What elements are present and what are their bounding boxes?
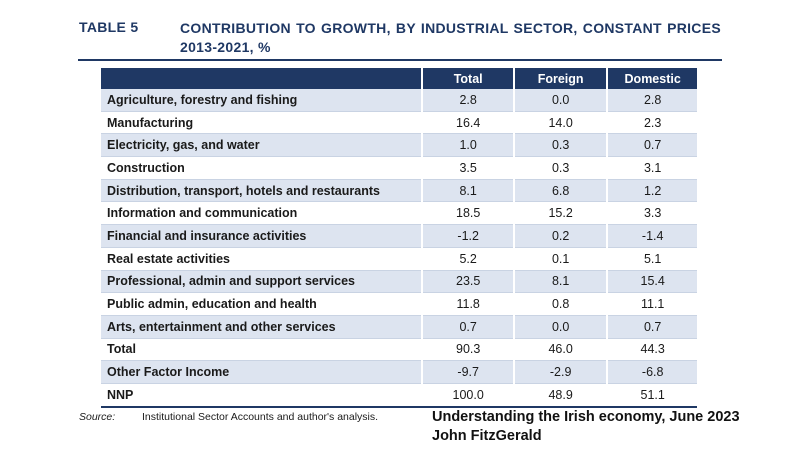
table-label: TABLE 5 [79,19,139,35]
cell-foreign: 46.0 [512,338,608,362]
row-label: Distribution, transport, hotels and rest… [101,179,423,203]
cell-domestic: -6.8 [606,360,697,384]
table-row: Professional, admin and support services… [101,270,697,294]
cell-total: -1.2 [421,224,514,248]
cell-total: 11.8 [421,292,514,316]
cell-total: 90.3 [421,338,514,362]
cell-domestic: 44.3 [606,338,697,362]
header-domestic: Domestic [606,68,697,89]
cell-total: 8.1 [421,179,514,203]
table-header-row: Total Foreign Domestic [101,68,697,89]
credit-author: John FitzGerald [432,428,542,444]
table-body: Agriculture, forestry and fishing 2.8 0.0 2… [101,89,697,408]
table-title: CONTRIBUTION TO GROWTH, BY INDUSTRIAL SE… [180,20,721,55]
cell-total: 18.5 [421,201,514,226]
cell-foreign: 0.8 [512,292,608,316]
cell-total: 3.5 [421,156,514,180]
table-row: Information and communication 18.5 15.2 3.3 [101,201,697,226]
cell-domestic: 3.1 [606,156,697,180]
cell-total: 23.5 [421,270,514,294]
cell-foreign: -2.9 [512,360,608,384]
table-row: Real estate activities 5.2 0.1 5.1 [101,247,697,271]
cell-foreign: 8.1 [512,270,608,294]
cell-total: 5.2 [421,247,514,271]
row-label: Manufacturing [101,111,423,135]
cell-foreign: 0.3 [512,156,608,180]
cell-domestic: 11.1 [606,292,697,316]
cell-foreign: 48.9 [512,383,608,408]
title-divider [78,59,722,61]
row-label: Public admin, education and health [101,292,423,316]
cell-domestic: 0.7 [606,315,697,339]
cell-foreign: 0.0 [512,89,608,112]
cell-total: -9.7 [421,360,514,384]
contribution-table: Total Foreign Domestic Agriculture, fore… [101,68,697,408]
table-row: Total 90.3 46.0 44.3 [101,338,697,362]
cell-foreign: 0.3 [512,133,608,158]
table-row: Electricity, gas, and water 1.0 0.3 0.7 [101,133,697,158]
row-label: Construction [101,156,423,180]
cell-domestic: 15.4 [606,270,697,294]
cell-total: 100.0 [421,383,514,408]
cell-total: 1.0 [421,133,514,158]
cell-domestic: 1.2 [606,179,697,203]
cell-total: 0.7 [421,315,514,339]
cell-foreign: 0.1 [512,247,608,271]
cell-domestic: 2.8 [606,89,697,112]
row-label: Total [101,338,423,362]
row-label: Other Factor Income [101,360,423,384]
row-label: Arts, entertainment and other services [101,315,423,339]
cell-foreign: 15.2 [512,201,608,226]
table-row: Arts, entertainment and other services 0.… [101,315,697,339]
credit-title: Understanding the Irish economy, June 20… [432,409,740,425]
source-label: Source: [79,411,116,423]
cell-domestic: 0.7 [606,133,697,158]
header-foreign: Foreign [512,68,608,89]
table-row: Public admin, education and health 11.8 0.… [101,292,697,316]
cell-foreign: 0.2 [512,224,608,248]
cell-foreign: 6.8 [512,179,608,203]
table-row: Financial and insurance activities -1.2 0.… [101,224,697,248]
row-label: Electricity, gas, and water [101,133,423,158]
cell-foreign: 0.0 [512,315,608,339]
row-label: Real estate activities [101,247,423,271]
table-row: Distribution, transport, hotels and rest… [101,179,697,203]
cell-domestic: -1.4 [606,224,697,248]
table-row: Other Factor Income -9.7 -2.9 -6.8 [101,360,697,384]
table-row: Agriculture, forestry and fishing 2.8 0.0 2… [101,89,697,112]
source-text: Institutional Sector Accounts and author… [142,411,379,423]
cell-foreign: 14.0 [512,111,608,135]
table-row: Construction 3.5 0.3 3.1 [101,156,697,180]
row-label: Financial and insurance activities [101,224,423,248]
row-label: Information and communication [101,201,423,226]
cell-total: 16.4 [421,111,514,135]
header-total: Total [421,68,514,89]
row-label: Agriculture, forestry and fishing [101,89,423,112]
cell-domestic: 2.3 [606,111,697,135]
row-label: Professional, admin and support services [101,270,423,294]
table-row: Manufacturing 16.4 14.0 2.3 [101,111,697,135]
cell-domestic: 51.1 [606,383,697,408]
cell-total: 2.8 [421,89,514,112]
header-sector [101,68,423,89]
cell-domestic: 5.1 [606,247,697,271]
cell-domestic: 3.3 [606,201,697,226]
credit-block: Understanding the Irish economy, June 20… [432,408,740,446]
row-label: NNP [101,383,423,408]
table-row: NNP 100.0 48.9 51.1 [101,383,697,408]
